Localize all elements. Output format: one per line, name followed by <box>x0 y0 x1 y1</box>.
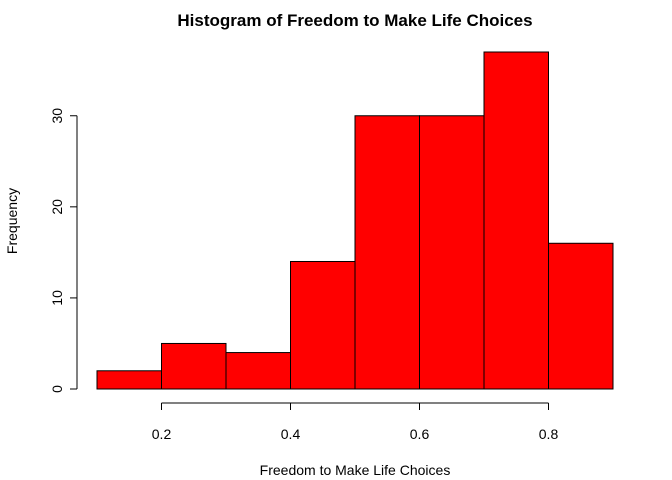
histogram-bar-6 <box>419 115 485 390</box>
x-tick-label-1: 0.2 <box>152 426 172 442</box>
histogram-bar-1 <box>96 370 162 390</box>
y-axis: 0 10 20 30 <box>49 108 78 393</box>
y-tick-label-3: 20 <box>49 199 65 215</box>
histogram-bar-8 <box>548 242 614 390</box>
x-tick-label-3: 0.6 <box>410 426 430 442</box>
chart-title: Histogram of Freedom to Make Life Choice… <box>177 11 532 30</box>
histogram-bar-4 <box>290 260 356 390</box>
bars-group <box>96 51 614 390</box>
y-tick-label-2: 10 <box>49 290 65 306</box>
y-tick-label-4: 30 <box>49 108 65 124</box>
histogram-bar-5 <box>354 115 420 390</box>
y-tick-label-1: 0 <box>49 385 65 393</box>
x-tick-label-2: 0.4 <box>281 426 301 442</box>
histogram-bar-7 <box>483 51 549 390</box>
x-axis: 0.2 0.4 0.6 0.8 <box>152 402 559 442</box>
histogram-bar-2 <box>161 342 227 390</box>
x-axis-label: Freedom to Make Life Choices <box>260 462 451 478</box>
y-axis-label: Frequency <box>4 188 20 254</box>
histogram-bar-3 <box>225 352 291 390</box>
x-tick-label-4: 0.8 <box>539 426 559 442</box>
